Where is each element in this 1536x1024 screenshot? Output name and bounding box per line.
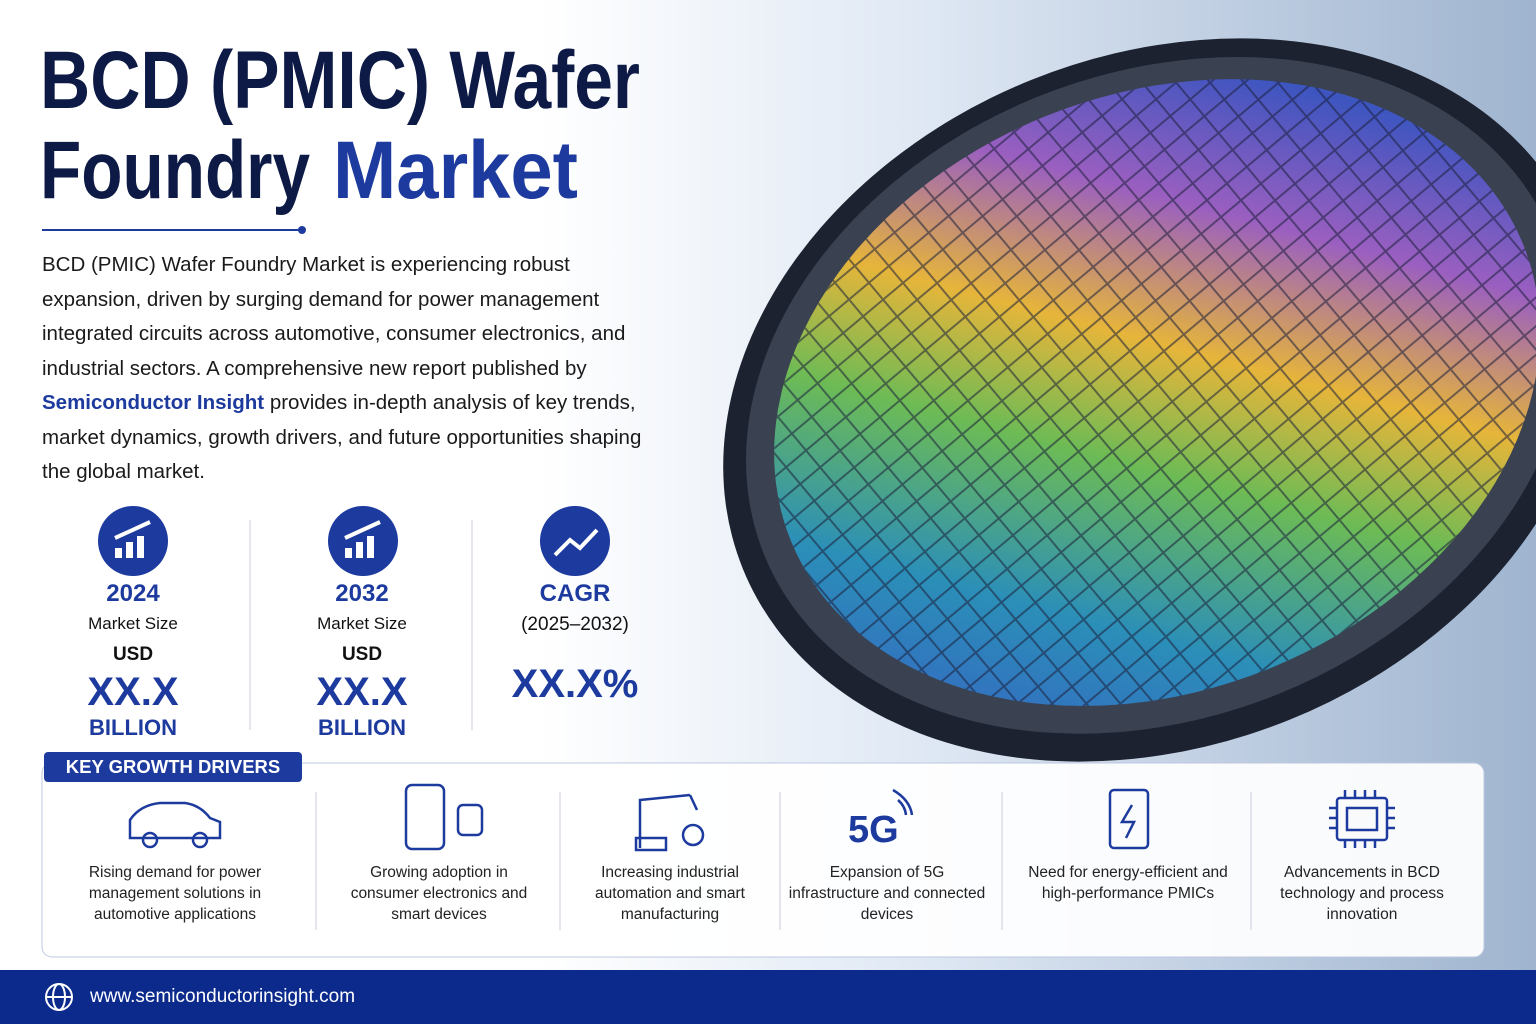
driver-text: Rising demand for power management solut… — [88, 864, 262, 923]
icon-5g: 5G — [848, 809, 899, 851]
footer-url[interactable]: www.semiconductorinsight.com — [90, 986, 356, 1007]
stat-label: Market Size — [317, 614, 407, 633]
stat-value: XX.X — [316, 670, 408, 714]
driver-text: Need for energy-efficient and high-perfo… — [1028, 864, 1228, 902]
stat-unit: USD — [341, 644, 383, 665]
description-text: provides in-depth analysis of key trends… — [42, 391, 642, 483]
driver-text: Increasing industrial automation and sma… — [595, 864, 745, 923]
stat: 2024 Market Size USD XX.X BILLION — [33, 580, 233, 741]
stat-heading: CAGR — [539, 580, 611, 607]
stat-label: (2025–2032) — [521, 614, 629, 635]
description-text: BCD (PMIC) Wafer Foundry Market is exper… — [42, 253, 626, 380]
stat-heading: 2024 — [106, 580, 160, 607]
title-line2: Foundry — [40, 125, 310, 216]
stat: CAGR (2025–2032) XX.X% — [475, 580, 675, 707]
driver-text: Growing adoption in consumer electronics… — [350, 864, 528, 923]
drivers-title: KEY GROWTH DRIVERS — [44, 752, 302, 782]
stat-value: XX.X% — [511, 662, 639, 706]
stat: 2032 Market Size USD XX.X BILLION — [262, 580, 462, 741]
title-line1: BCD (PMIC) Wafer — [40, 35, 640, 126]
description: BCD (PMIC) Wafer Foundry Market is exper… — [42, 248, 652, 490]
driver-text: Advancements in BCD technology and proce… — [1280, 864, 1444, 923]
publisher: Semiconductor Insight — [42, 391, 265, 414]
stat-scale: BILLION — [318, 715, 406, 740]
title-highlight: Market — [333, 125, 578, 216]
stat-value: XX.X — [87, 670, 179, 714]
stat-heading: 2032 — [335, 580, 389, 607]
stat-label: Market Size — [88, 614, 178, 633]
stat-unit: USD — [112, 644, 154, 665]
driver-text: Expansion of 5G infrastructure and conne… — [788, 864, 986, 923]
stat-scale: BILLION — [89, 715, 177, 740]
